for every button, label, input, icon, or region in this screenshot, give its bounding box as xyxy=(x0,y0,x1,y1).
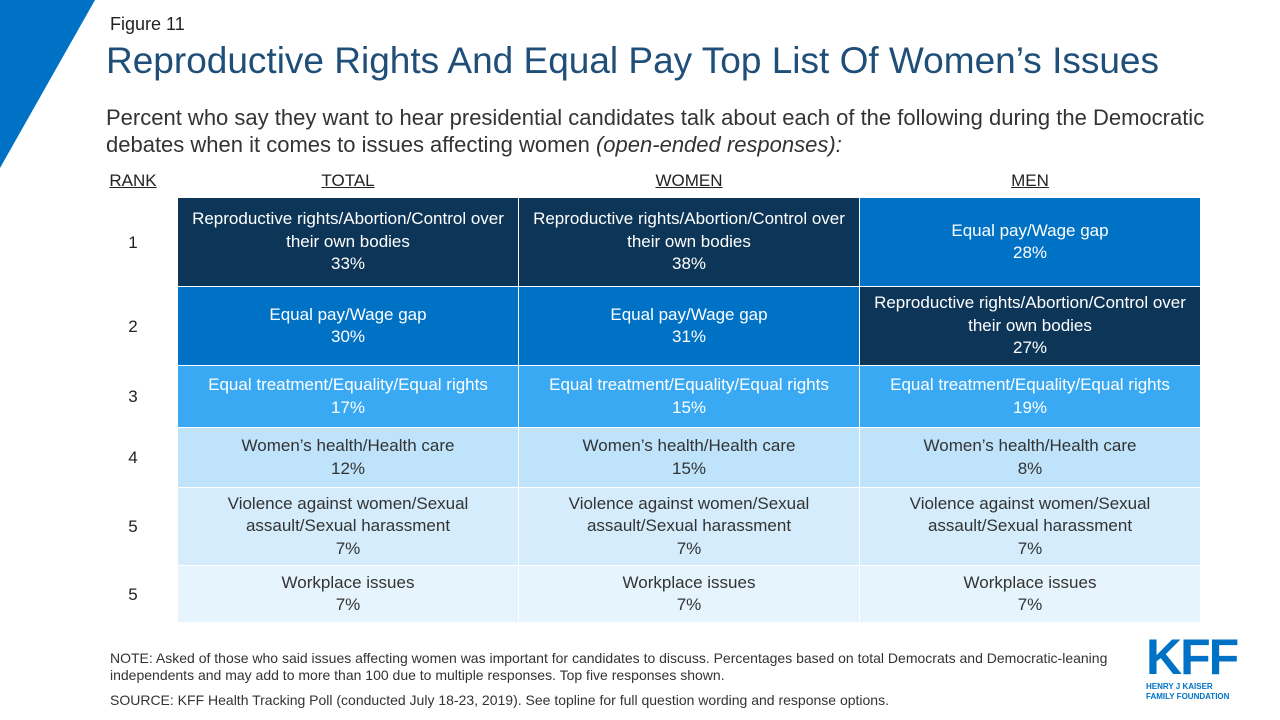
issue-label: Reproductive rights/Abortion/Control ove… xyxy=(533,209,845,251)
table-cell-total: Violence against women/Sexual assault/Se… xyxy=(178,488,519,566)
issue-label: Violence against women/Sexual assault/Se… xyxy=(909,493,1151,536)
issue-label: Equal treatment/Equality/Equal rights xyxy=(549,375,829,394)
table-cell-men: Equal pay/Wage gap 28% xyxy=(860,198,1201,287)
table-cell-men: Equal treatment/Equality/Equal rights 19% xyxy=(860,366,1201,428)
issue-label: Workplace issues xyxy=(963,572,1097,592)
issue-value: 30% xyxy=(330,327,366,346)
table-cell-men: Violence against women/Sexual assault/Se… xyxy=(860,488,1201,566)
issue-value: 31% xyxy=(671,327,707,346)
table-cell-men: Reproductive rights/Abortion/Control ove… xyxy=(860,287,1201,366)
footnote: NOTE: Asked of those who said issues aff… xyxy=(110,650,1108,683)
issue-value: 38% xyxy=(671,254,707,274)
figure-label: Figure 11 xyxy=(110,14,185,34)
issue-label: Workplace issues xyxy=(281,572,415,592)
table-cell-total: Workplace issues 7% xyxy=(178,566,519,623)
table-cell-total: Women’s health/Health care 12% xyxy=(178,428,519,488)
column-header-total: TOTAL xyxy=(321,171,375,190)
kff-logo: KFF HENRY J KAISER FAMILY FOUNDATION xyxy=(1146,629,1239,702)
column-header-rank: RANK xyxy=(109,171,157,190)
table-cell-women: Violence against women/Sexual assault/Se… xyxy=(519,488,860,566)
issue-value: 8% xyxy=(1017,458,1043,478)
issue-label: Violence against women/Sexual assault/Se… xyxy=(568,493,810,536)
issue-label: Women’s health/Health care xyxy=(241,436,455,455)
table-cell-total: Equal treatment/Equality/Equal rights 17% xyxy=(178,366,519,428)
table-cell-women: Women’s health/Health care 15% xyxy=(519,428,860,488)
issue-label: Equal pay/Wage gap xyxy=(269,304,427,324)
logo-line-1: HENRY J KAISER xyxy=(1146,682,1213,691)
corner-accent-shape xyxy=(0,0,95,168)
table-cell-women: Equal treatment/Equality/Equal rights 15% xyxy=(519,366,860,428)
rank-label: 5 xyxy=(128,584,138,604)
issue-label: Workplace issues xyxy=(622,572,756,592)
issue-value: 7% xyxy=(1017,538,1043,558)
issue-value: 19% xyxy=(1012,397,1048,417)
issue-label: Equal treatment/Equality/Equal rights xyxy=(890,375,1170,394)
issue-value: 27% xyxy=(1012,338,1048,358)
issue-label: Reproductive rights/Abortion/Control ove… xyxy=(192,209,504,251)
issue-value: 7% xyxy=(1017,595,1043,614)
chart-title: Reproductive Rights And Equal Pay Top Li… xyxy=(106,40,1160,81)
column-header-men: MEN xyxy=(1011,171,1049,190)
issue-label: Women’s health/Health care xyxy=(923,436,1137,455)
issue-value: 15% xyxy=(671,397,707,417)
issue-value: 17% xyxy=(330,397,366,417)
logo-line-2: FAMILY FOUNDATION xyxy=(1146,692,1230,701)
issue-value: 15% xyxy=(671,458,707,478)
table-cell-women: Equal pay/Wage gap 31% xyxy=(519,287,860,366)
issue-label: Equal treatment/Equality/Equal rights xyxy=(208,375,488,394)
rank-label: 5 xyxy=(128,517,138,536)
rank-label: 1 xyxy=(128,232,138,252)
chart-subtitle: Percent who say they want to hear presid… xyxy=(106,104,1206,158)
table-cell-total: Reproductive rights/Abortion/Control ove… xyxy=(178,198,519,287)
issue-label: Women’s health/Health care xyxy=(582,436,796,455)
issue-value: 7% xyxy=(676,595,702,614)
table-cell-men: Women’s health/Health care 8% xyxy=(860,428,1201,488)
subtitle-text: Percent who say they want to hear presid… xyxy=(106,105,1205,157)
issue-value: 33% xyxy=(330,254,366,274)
issue-value: 7% xyxy=(335,595,361,614)
column-header-women: WOMEN xyxy=(655,171,723,190)
issue-label: Violence against women/Sexual assault/Se… xyxy=(227,493,469,536)
issue-value: 12% xyxy=(330,458,366,478)
table-cell-total: Equal pay/Wage gap 30% xyxy=(178,287,519,366)
rank-label: 2 xyxy=(128,316,138,336)
issue-label: Reproductive rights/Abortion/Control ove… xyxy=(874,293,1186,335)
table-cell-women: Reproductive rights/Abortion/Control ove… xyxy=(519,198,860,287)
issue-value: 7% xyxy=(335,538,361,558)
source-note: SOURCE: KFF Health Tracking Poll (conduc… xyxy=(110,692,889,708)
table-cell-women: Workplace issues 7% xyxy=(519,566,860,623)
logo-mark: KFF xyxy=(1146,629,1239,685)
issue-label: Equal pay/Wage gap xyxy=(610,304,768,324)
issue-label: Equal pay/Wage gap xyxy=(951,220,1109,240)
rank-label: 4 xyxy=(128,448,138,467)
rank-label: 3 xyxy=(128,387,138,406)
issue-value: 28% xyxy=(1012,243,1048,262)
issue-value: 7% xyxy=(676,538,702,558)
subtitle-italic: (open-ended responses): xyxy=(595,132,842,157)
table-cell-men: Workplace issues 7% xyxy=(860,566,1201,623)
